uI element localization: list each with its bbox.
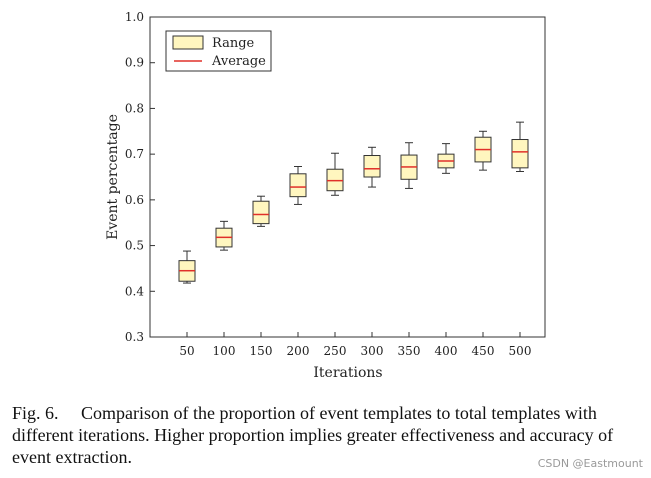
range-box [289, 173, 307, 198]
y-tick-label: 0.4 [125, 284, 144, 298]
box-series [178, 121, 529, 284]
legend-average-label: Average [211, 54, 266, 69]
figure-caption: Fig. 6. Comparison of the proportion of … [12, 403, 614, 467]
y-tick-label: 0.8 [125, 101, 144, 115]
range-box [511, 139, 529, 169]
y-tick-label: 0.3 [125, 330, 144, 344]
y-axis-label: Event percentage [105, 114, 121, 240]
x-tick-label: 200 [287, 344, 310, 358]
x-tick-label: 50 [179, 344, 194, 358]
watermark: CSDN @Eastmount [537, 457, 643, 470]
y-tick-label: 0.6 [125, 193, 144, 207]
y-axis: 0.3 0.4 0.5 0.6 0.7 0.8 0.9 1.0 [125, 10, 155, 344]
x-tick-label: 100 [213, 344, 236, 358]
y-tick-label: 0.9 [125, 56, 144, 70]
x-tick-label: 400 [435, 344, 458, 358]
x-tick-label: 250 [324, 344, 347, 358]
box-plot-chart: 0.3 0.4 0.5 0.6 0.7 0.8 0.9 1.0 50 100 150 200 250 3… [105, 10, 546, 381]
x-tick-label: 150 [250, 344, 273, 358]
range-box [363, 155, 381, 178]
x-tick-label: 450 [472, 344, 495, 358]
range-box [252, 200, 270, 225]
legend-range-label: Range [212, 36, 255, 51]
y-tick-label: 1.0 [125, 10, 144, 24]
x-tick-label: 350 [398, 344, 421, 358]
legend: Range Average [165, 30, 272, 72]
x-tick-label: 500 [509, 344, 532, 358]
plot-frame [149, 16, 546, 338]
x-axis: 50 100 150 200 250 300 350 400 450 500 [179, 332, 531, 358]
y-tick-label: 0.7 [125, 147, 144, 161]
y-tick-label: 0.5 [125, 239, 144, 253]
x-axis-label: Iterations [313, 365, 382, 381]
legend-range-swatch [172, 35, 204, 50]
x-tick-label: 300 [361, 344, 384, 358]
